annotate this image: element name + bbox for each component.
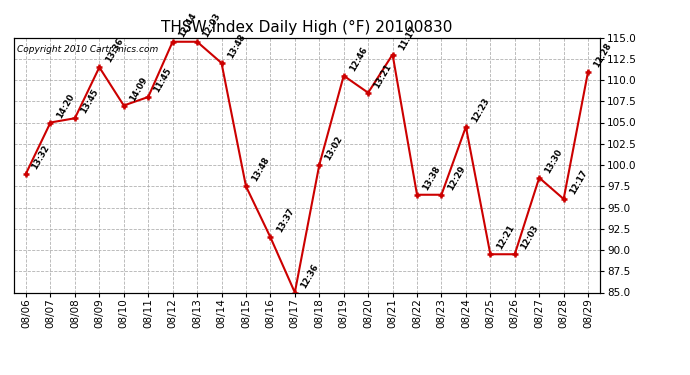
Text: 12:28: 12:28	[592, 41, 613, 69]
Text: 13:30: 13:30	[543, 147, 564, 175]
Text: 13:02: 13:02	[324, 135, 344, 162]
Text: 13:32: 13:32	[30, 143, 51, 171]
Text: 13:37: 13:37	[275, 207, 295, 234]
Text: 12:44: 12:44	[177, 11, 198, 39]
Text: 12:21: 12:21	[495, 224, 515, 252]
Text: 13:48: 13:48	[226, 33, 247, 60]
Text: Copyright 2010 Cartronics.com: Copyright 2010 Cartronics.com	[17, 45, 158, 54]
Text: 13:48: 13:48	[250, 156, 271, 183]
Text: 13:38: 13:38	[421, 165, 442, 192]
Text: 13:45: 13:45	[79, 88, 100, 116]
Text: 12:46: 12:46	[348, 45, 369, 73]
Text: 12:29: 12:29	[446, 164, 467, 192]
Text: 12:36: 12:36	[299, 262, 320, 290]
Text: 14:09: 14:09	[128, 75, 149, 103]
Title: THSW Index Daily High (°F) 20100830: THSW Index Daily High (°F) 20100830	[161, 20, 453, 35]
Text: 12:17: 12:17	[568, 168, 589, 196]
Text: 14:20: 14:20	[55, 92, 76, 120]
Text: 12:03: 12:03	[201, 11, 222, 39]
Text: 13:36: 13:36	[104, 37, 125, 64]
Text: 12:23: 12:23	[470, 96, 491, 124]
Text: 11:17: 11:17	[397, 24, 418, 52]
Text: 13:21: 13:21	[373, 62, 393, 90]
Text: 11:45: 11:45	[152, 66, 174, 94]
Text: 12:03: 12:03	[519, 224, 540, 252]
